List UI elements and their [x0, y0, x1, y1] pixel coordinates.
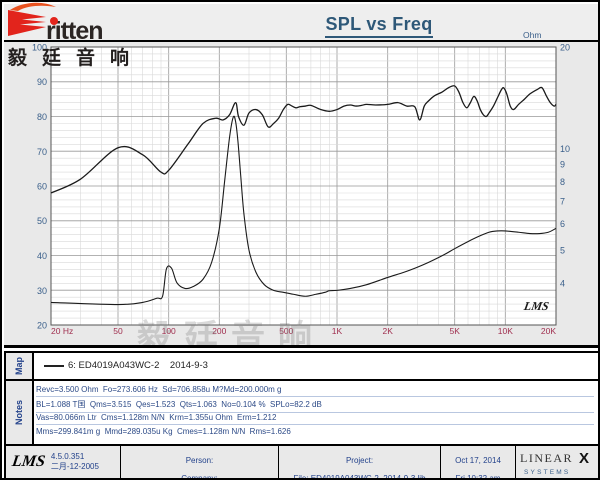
svg-text:60: 60: [37, 182, 47, 192]
svg-text:10: 10: [560, 144, 570, 154]
svg-text:7: 7: [560, 196, 565, 206]
svg-text:30: 30: [37, 286, 47, 296]
svg-text:20: 20: [37, 321, 47, 331]
svg-text:LINEAR: LINEAR: [520, 451, 573, 465]
svg-text:40: 40: [37, 251, 47, 261]
svg-text:5: 5: [560, 246, 565, 256]
svg-text:80: 80: [37, 112, 47, 122]
svg-text:6: 6: [560, 219, 565, 229]
svg-text:10K: 10K: [498, 326, 513, 336]
svg-text:8: 8: [560, 177, 565, 187]
svg-text:20: 20: [560, 43, 570, 53]
svg-text:70: 70: [37, 147, 47, 157]
svg-text:SYSTEMS: SYSTEMS: [524, 469, 570, 476]
svg-text:20 Hz: 20 Hz: [51, 326, 73, 336]
svg-text:9: 9: [560, 160, 565, 170]
svg-text:50: 50: [37, 216, 47, 226]
svg-text:20K: 20K: [541, 326, 556, 336]
svg-text:4: 4: [560, 278, 565, 288]
svg-text:50: 50: [113, 326, 123, 336]
svg-text:90: 90: [37, 77, 47, 87]
svg-text:X: X: [579, 450, 589, 467]
